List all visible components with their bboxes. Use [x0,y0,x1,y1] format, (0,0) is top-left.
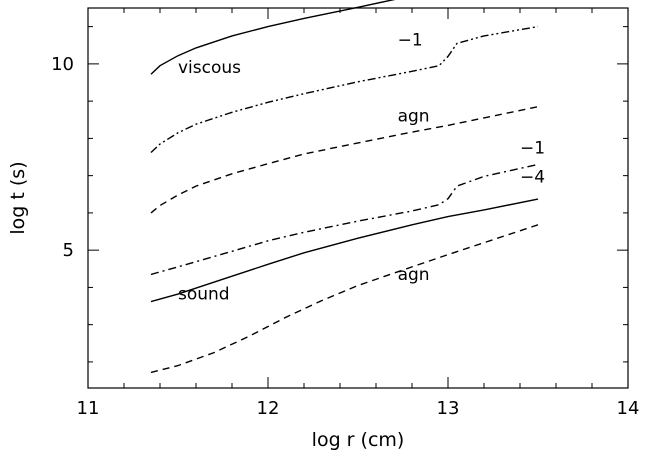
annotation-label: agn [398,107,430,127]
y-axis-label: log t (s) [7,161,29,234]
series-line-4 [150,163,539,276]
plot-frame [87,7,629,389]
annotation-label: sound [178,284,230,304]
annotation-label: −1 [520,138,545,158]
axis-ticks [87,8,629,388]
series-line-3 [150,106,539,214]
x-tick-label: 12 [257,398,280,419]
series-line-2 [150,25,539,154]
x-tick-label: 13 [437,398,460,419]
series-layer [150,0,539,374]
annotation-label: −4 [520,167,545,187]
y-tick-labels: 5 10 [51,54,74,261]
y-tick-label: 5 [63,240,74,261]
series-line-5 [150,198,539,303]
annotation-label: agn [398,265,430,285]
series-line-1 [150,0,396,75]
x-tick-labels: 11 12 13 14 [77,398,640,419]
annotation-label: −1 [398,30,423,50]
y-tick-label: 10 [51,54,74,75]
x-axis-label: log r (cm) [312,429,405,451]
x-tick-label: 14 [617,398,640,419]
annotation-label: viscous [178,58,241,78]
series-line-6 [150,224,539,374]
x-tick-label: 11 [77,398,100,419]
